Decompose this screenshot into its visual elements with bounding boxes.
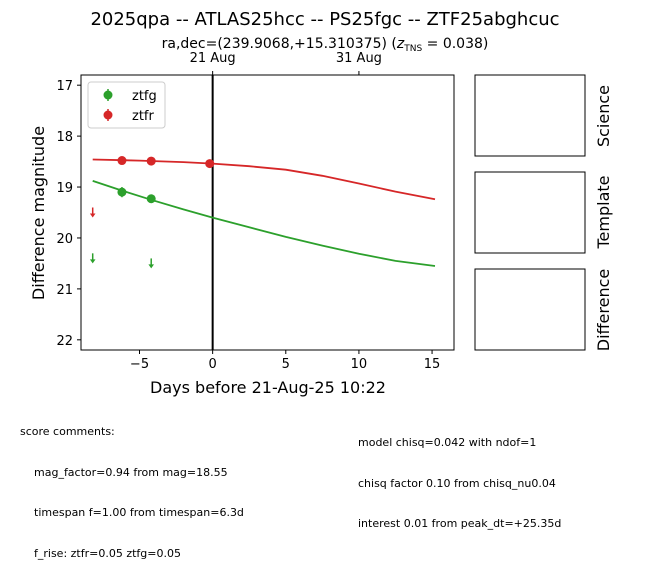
template-panel <box>474 171 586 254</box>
model-curve-ztfg <box>92 180 436 267</box>
chart-subtitle: ra,dec=(239.9068,+15.310375) (zTNS = 0.0… <box>162 36 489 54</box>
data-point-ztfg <box>146 194 156 204</box>
data-point-ztfr <box>205 159 215 169</box>
legend-label-ztfr: ztfr <box>132 109 154 124</box>
score-comment-line: timespan f=1.00 from timespan=6.3d <box>34 506 244 519</box>
template-label: Template <box>594 175 613 249</box>
science-panel <box>474 74 586 157</box>
data-point-ztfg <box>117 187 127 197</box>
difference-label: Difference <box>594 269 613 351</box>
x-tick-label: 10 <box>351 357 368 372</box>
plot-frame <box>80 74 455 351</box>
y-tick-label: 22 <box>56 334 73 349</box>
model-comment-line: model chisq=0.042 with ndof=1 <box>358 436 537 449</box>
model-curve-ztfr <box>92 158 436 201</box>
difference-panel <box>474 268 586 351</box>
x-tick-label: 15 <box>424 357 441 372</box>
x-axis-label: Days before 21-Aug-25 10:22 <box>150 378 386 397</box>
x-tick-label: 5 <box>282 357 290 372</box>
score-comment-line: mag_factor=0.94 from mag=18.55 <box>34 465 228 479</box>
upper-limit-arrow-ztfr <box>89 213 96 218</box>
science-label: Science <box>594 85 613 147</box>
data-point-ztfr <box>146 156 156 166</box>
legend-marker-ztfg <box>103 90 113 100</box>
chart-title: 2025qpa -- ATLAS25hcc -- PS25fgc -- ZTF2… <box>90 9 559 30</box>
legend-label-ztfg: ztfg <box>132 89 157 104</box>
x-tick-label: −5 <box>130 357 149 372</box>
score-comment-line: f_rise: ztfr=0.05 ztfg=0.05 <box>34 546 181 560</box>
score-comments: score comments: mag_factor=0.94 from mag… <box>20 398 244 574</box>
y-axis-label: Difference magnitude <box>29 126 48 300</box>
y-tick-label: 19 <box>56 181 73 196</box>
y-tick-label: 17 <box>56 79 73 94</box>
legend-marker-ztfr <box>103 110 113 120</box>
score-comments-header: score comments: <box>20 425 115 438</box>
legend: ztfg ztfr <box>87 81 166 129</box>
y-tick-label: 18 <box>56 130 73 145</box>
model-comment-line: chisq factor 0.10 from chisq_nu0.04 <box>358 476 556 490</box>
upper-limit-arrow-ztfg <box>89 259 96 264</box>
top-date-tick-label: 31 Aug <box>336 51 382 66</box>
lightcurve-figure: 2025qpa -- ATLAS25hcc -- PS25fgc -- ZTF2… <box>29 9 613 397</box>
y-tick-label: 20 <box>56 232 73 247</box>
top-date-tick-label: 21 Aug <box>190 51 236 66</box>
y-tick-label: 21 <box>56 283 73 298</box>
model-comments: model chisq=0.042 with ndof=1 chisq fact… <box>358 409 561 544</box>
model-comment-line: interest 0.01 from peak_dt=+25.35d <box>358 517 562 530</box>
data-point-ztfr <box>117 156 127 166</box>
x-tick-label: 0 <box>209 357 217 372</box>
plot-area: −5 0 5 10 15 21 Aug 31 Aug 17 18 19 20 21 22 ztfg ztfr <box>56 51 455 372</box>
upper-limit-arrow-ztfg <box>148 264 155 269</box>
